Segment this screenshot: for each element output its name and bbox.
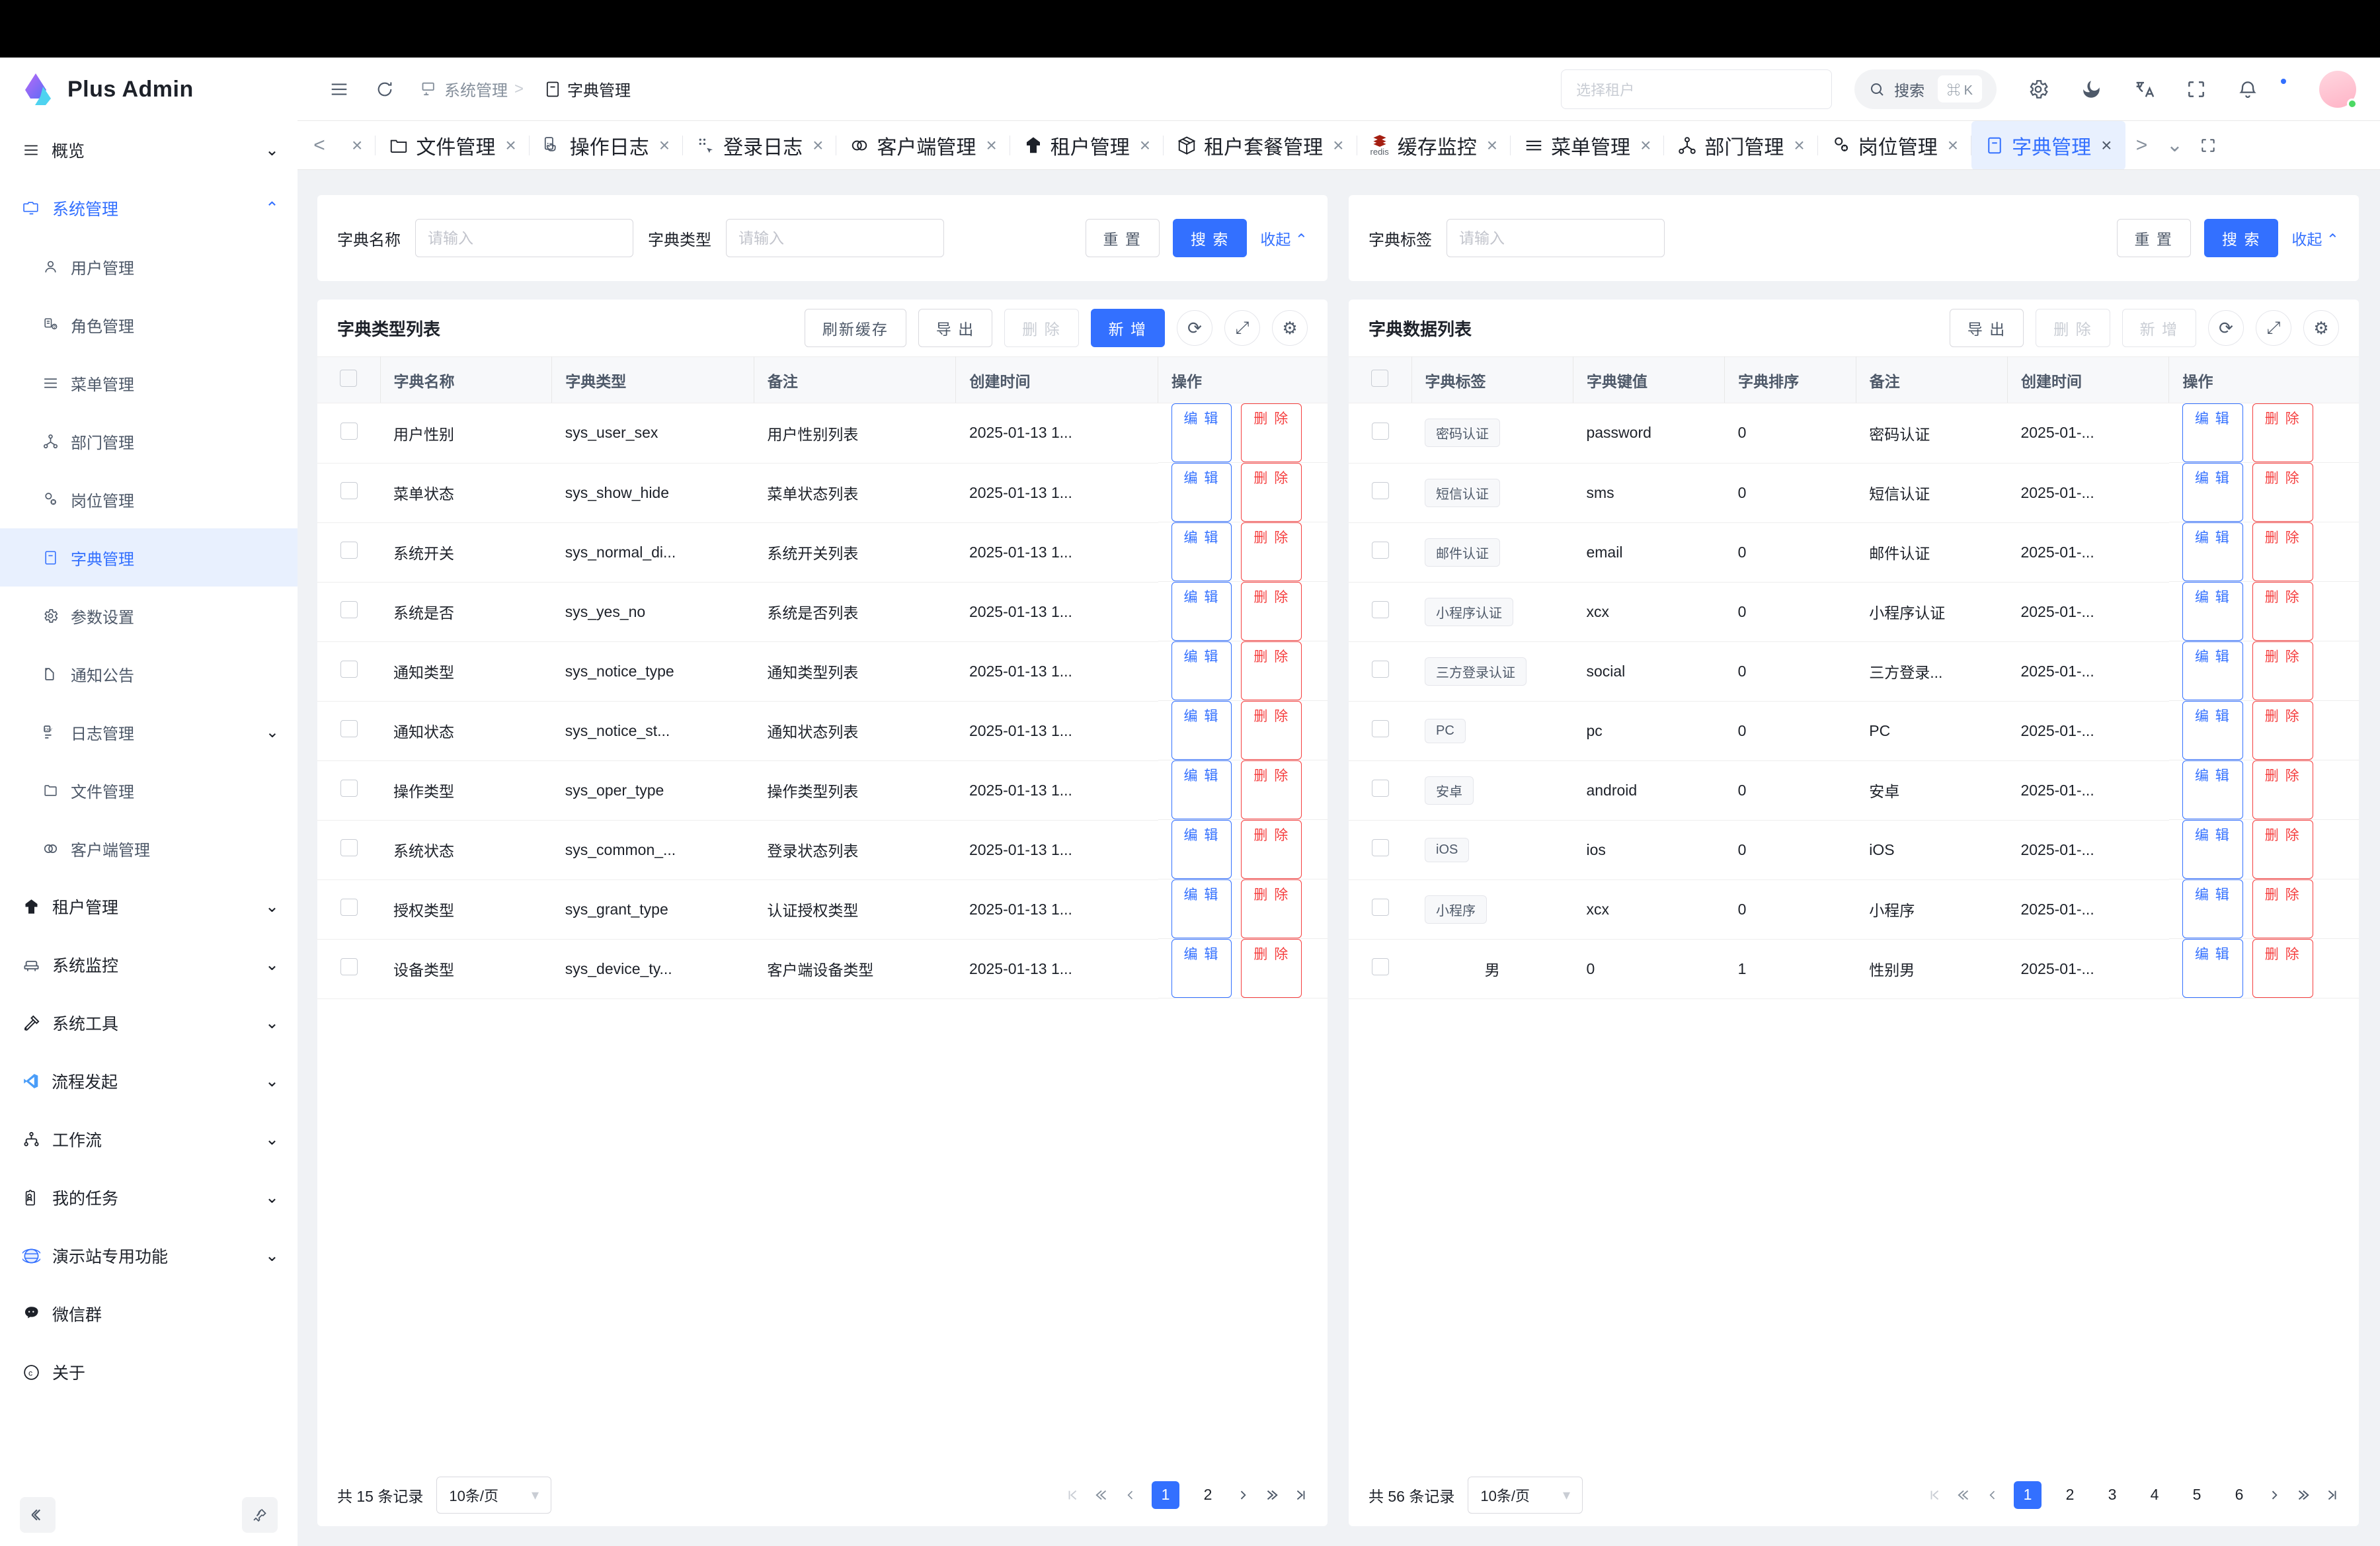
svg-text:c: c <box>28 1368 32 1377</box>
svg-text:DEV: DEV <box>45 727 52 731</box>
